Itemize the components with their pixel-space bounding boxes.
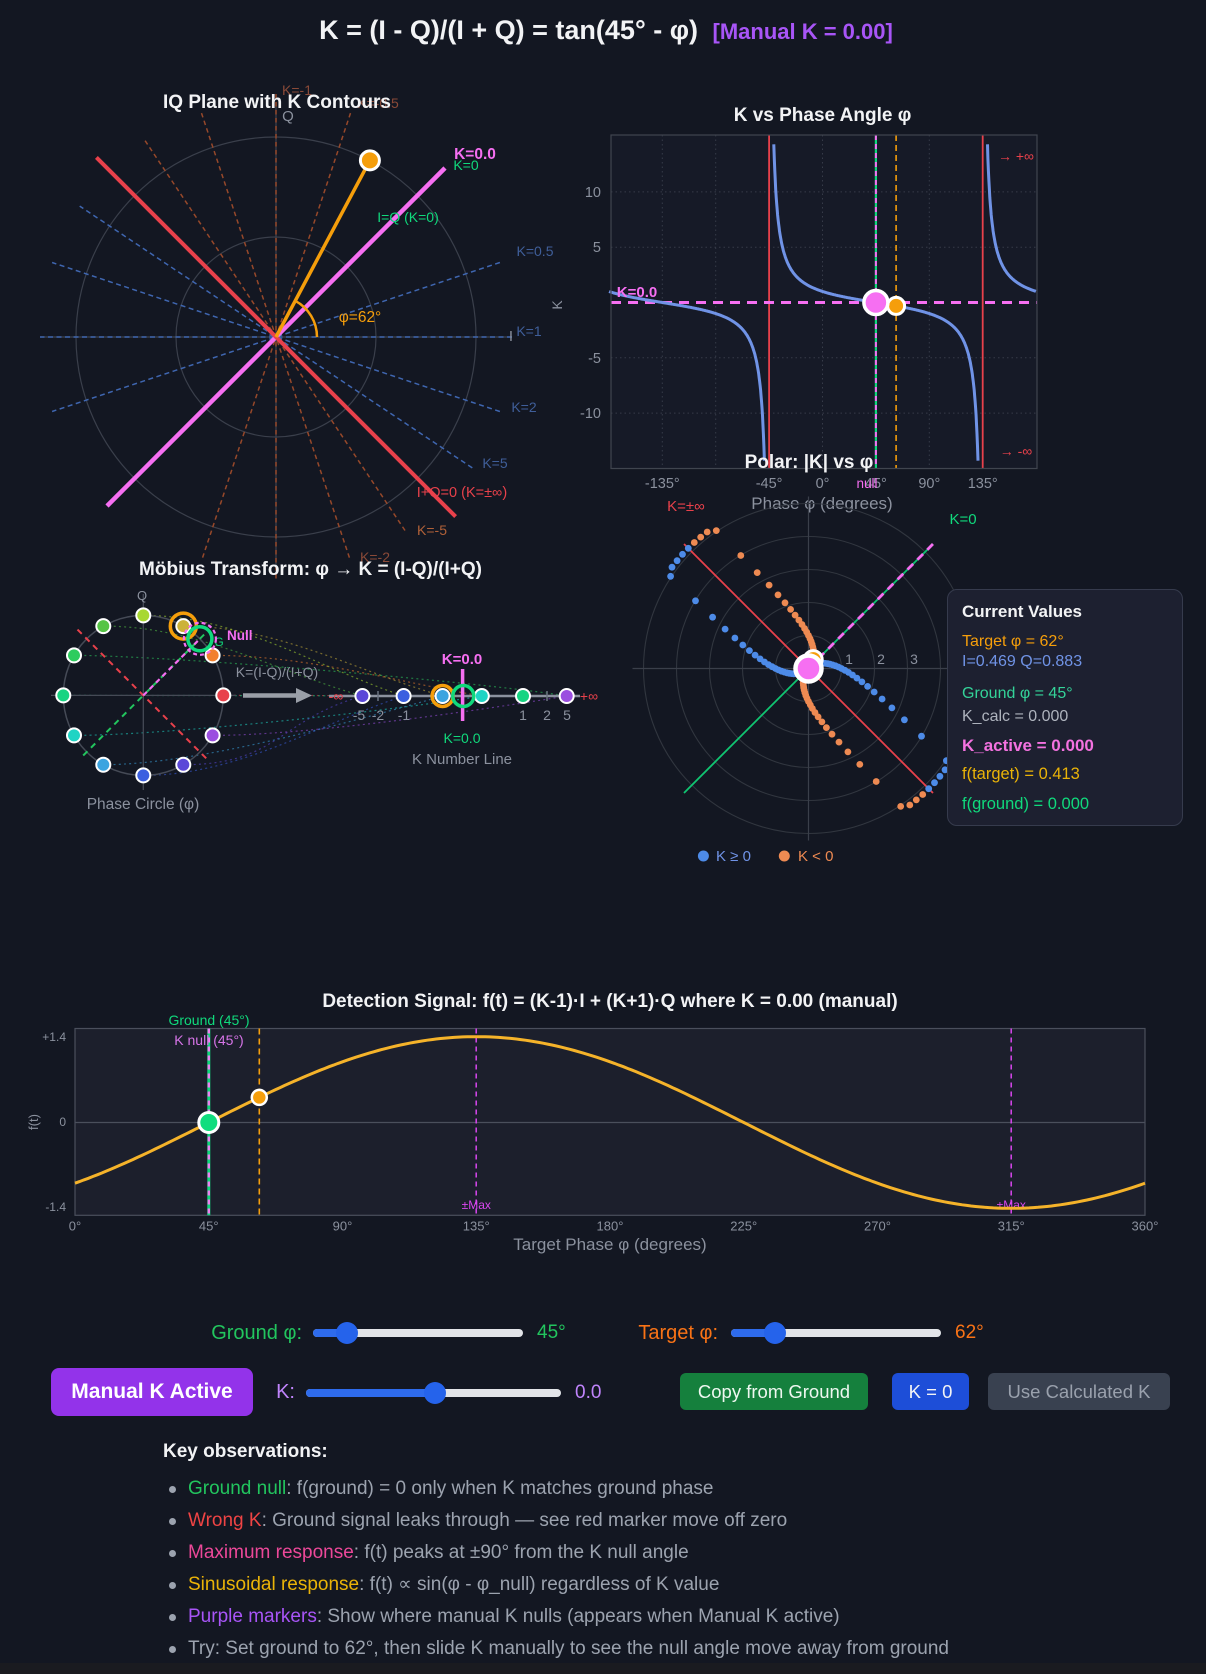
svg-text:Target Phase φ (degrees): Target Phase φ (degrees) <box>513 1235 706 1254</box>
svg-text:+∞: +∞ <box>580 688 598 704</box>
svg-text:315°: 315° <box>998 1219 1025 1234</box>
svg-text:K=-2: K=-2 <box>360 549 390 565</box>
svg-text:45°: 45° <box>865 476 887 492</box>
svg-text:0°: 0° <box>816 476 830 492</box>
svg-text:Q: Q <box>137 588 147 603</box>
svg-text:K: K <box>549 300 565 310</box>
svg-text:10: 10 <box>585 185 601 201</box>
svg-text:90°: 90° <box>333 1219 353 1234</box>
svg-text:K ≥ 0: K ≥ 0 <box>716 848 751 865</box>
svg-text:5: 5 <box>563 707 571 723</box>
svg-text:f(t): f(t) <box>26 1114 41 1130</box>
svg-text:135°: 135° <box>463 1219 490 1234</box>
svg-text:1: 1 <box>845 651 853 667</box>
svg-text:K=0.5: K=0.5 <box>517 243 554 259</box>
svg-text:-2: -2 <box>372 707 385 723</box>
svg-text:K < 0: K < 0 <box>798 848 833 865</box>
svg-text:-5: -5 <box>353 707 366 723</box>
svg-text:Phase φ (degrees): Phase φ (degrees) <box>751 494 892 513</box>
svg-text:K=0: K=0 <box>453 157 479 173</box>
svg-text:3: 3 <box>910 651 918 667</box>
svg-text:0: 0 <box>59 1115 66 1129</box>
svg-text:K=(I-Q)/(I+Q): K=(I-Q)/(I+Q) <box>236 664 318 680</box>
svg-text:+1.4: +1.4 <box>42 1030 66 1044</box>
svg-text:225°: 225° <box>730 1219 757 1234</box>
svg-text:135°: 135° <box>968 476 998 492</box>
svg-text:null: null <box>856 476 877 491</box>
svg-text:1: 1 <box>519 707 527 723</box>
svg-text:2: 2 <box>543 707 551 723</box>
svg-text:Ground (45°): Ground (45°) <box>168 1012 249 1028</box>
svg-text:→ -∞: → -∞ <box>1000 443 1033 459</box>
svg-text:K=0.0: K=0.0 <box>444 730 481 746</box>
svg-text:5: 5 <box>593 240 601 256</box>
svg-text:90°: 90° <box>918 476 940 492</box>
svg-text:270°: 270° <box>864 1219 891 1234</box>
svg-text:K=±∞: K=±∞ <box>667 498 705 515</box>
svg-text:K=-1: K=-1 <box>282 82 312 98</box>
svg-text:±Max: ±Max <box>462 1198 491 1212</box>
svg-text:-1: -1 <box>398 707 411 723</box>
svg-text:I: I <box>509 328 513 345</box>
svg-text:→ +∞: → +∞ <box>998 148 1034 164</box>
svg-text:K=0.0: K=0.0 <box>617 284 657 301</box>
svg-text:-5: -5 <box>588 351 601 367</box>
svg-text:K=1: K=1 <box>516 323 542 339</box>
svg-text:45°: 45° <box>199 1219 219 1234</box>
svg-text:K=-0.5: K=-0.5 <box>357 95 399 111</box>
svg-text:360°: 360° <box>1132 1219 1159 1234</box>
svg-text:K=0: K=0 <box>949 511 976 528</box>
svg-text:I+Q=0 (K=±∞): I+Q=0 (K=±∞) <box>417 485 507 501</box>
svg-text:K null (45°): K null (45°) <box>174 1032 243 1048</box>
svg-text:G: G <box>214 635 223 649</box>
svg-text:-10: -10 <box>580 406 601 422</box>
svg-text:-1.4: -1.4 <box>45 1200 66 1214</box>
svg-text:K Number Line: K Number Line <box>412 751 512 768</box>
svg-text:K=2: K=2 <box>511 399 537 415</box>
svg-text:2: 2 <box>877 651 885 667</box>
svg-text:180°: 180° <box>597 1219 624 1234</box>
svg-text:±Max: ±Max <box>997 1198 1026 1212</box>
svg-text:0°: 0° <box>69 1219 81 1234</box>
svg-text:-∞: -∞ <box>329 688 344 704</box>
svg-text:I=Q (K=0): I=Q (K=0) <box>377 209 438 225</box>
svg-text:K=0.0: K=0.0 <box>454 146 496 163</box>
svg-text:φ=62°: φ=62° <box>339 309 382 326</box>
svg-text:K=0.0: K=0.0 <box>442 651 482 668</box>
svg-text:K=5: K=5 <box>482 455 508 471</box>
svg-text:-45°: -45° <box>756 476 783 492</box>
svg-text:Q: Q <box>282 108 294 125</box>
svg-text:Null: Null <box>227 628 253 643</box>
svg-text:-135°: -135° <box>645 476 680 492</box>
svg-text:Phase Circle (φ): Phase Circle (φ) <box>87 796 200 813</box>
svg-text:K=-5: K=-5 <box>417 522 447 538</box>
